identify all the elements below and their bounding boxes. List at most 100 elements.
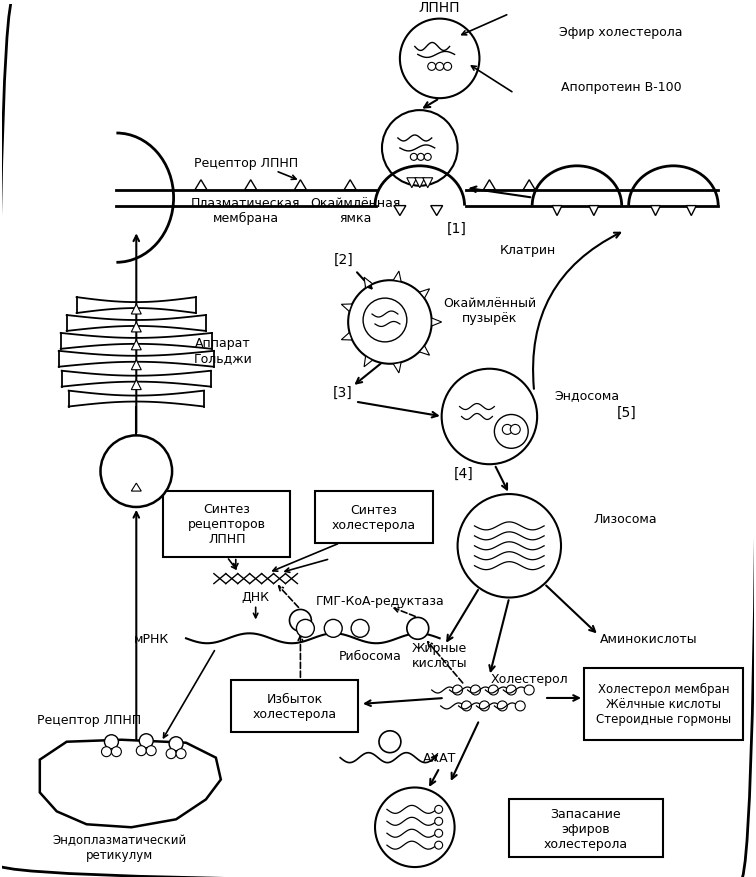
Circle shape	[524, 685, 534, 695]
Text: [3]: [3]	[333, 385, 352, 399]
Text: Избыток
холестерола: Избыток холестерола	[253, 692, 336, 720]
Text: Запасание
эфиров
холестерола: Запасание эфиров холестерола	[544, 807, 628, 850]
Circle shape	[510, 425, 520, 435]
Circle shape	[101, 747, 111, 757]
Circle shape	[363, 299, 407, 343]
Circle shape	[382, 111, 457, 187]
Text: Аппарат
Гольджи: Аппарат Гольджи	[194, 337, 253, 365]
Text: Окаймлённая
ямка: Окаймлённая ямка	[310, 196, 401, 225]
Text: Апопротеин В-100: Апопротеин В-100	[561, 81, 682, 94]
Text: Синтез
рецепторов
ЛПНП: Синтез рецепторов ЛПНП	[187, 503, 266, 545]
Polygon shape	[483, 181, 495, 190]
Circle shape	[435, 63, 444, 71]
Polygon shape	[686, 206, 696, 217]
Polygon shape	[195, 181, 207, 190]
Circle shape	[470, 685, 481, 695]
Circle shape	[351, 620, 369, 638]
Bar	[510, 800, 664, 857]
Circle shape	[462, 701, 472, 711]
Text: АХАТ: АХАТ	[423, 752, 457, 764]
Circle shape	[324, 620, 342, 638]
Text: Окаймлённый
пузырёк: Окаймлённый пузырёк	[443, 296, 536, 324]
Circle shape	[494, 415, 528, 449]
Polygon shape	[132, 483, 141, 491]
Text: Рибосома: Рибосома	[339, 649, 401, 662]
Text: Синтез
холестерола: Синтез холестерола	[332, 503, 416, 531]
Polygon shape	[431, 206, 443, 217]
Polygon shape	[364, 278, 373, 289]
Text: мРНК: мРНК	[134, 632, 169, 645]
Bar	[163, 491, 290, 557]
Circle shape	[435, 805, 443, 813]
Circle shape	[435, 817, 443, 825]
Polygon shape	[344, 181, 356, 190]
Circle shape	[139, 734, 153, 748]
Circle shape	[417, 154, 424, 161]
Circle shape	[169, 737, 183, 751]
Polygon shape	[341, 304, 352, 312]
Circle shape	[104, 735, 119, 749]
Circle shape	[435, 841, 443, 849]
Text: Плазматическая
мембрана: Плазматическая мембрана	[191, 196, 300, 225]
Circle shape	[488, 685, 498, 695]
Circle shape	[411, 154, 417, 161]
Polygon shape	[393, 272, 401, 282]
Polygon shape	[420, 346, 429, 356]
Polygon shape	[552, 206, 562, 217]
Text: Эндоплазматический
ретикулум: Эндоплазматический ретикулум	[52, 833, 187, 861]
Text: +: +	[383, 734, 396, 749]
Text: [1]: [1]	[447, 221, 466, 235]
Text: Рецептор ЛПНП: Рецептор ЛПНП	[38, 714, 141, 726]
Text: –: –	[414, 621, 422, 636]
Polygon shape	[294, 181, 306, 190]
Text: Рецептор ЛПНП: Рецептор ЛПНП	[194, 157, 298, 170]
Polygon shape	[364, 357, 373, 367]
Text: [4]: [4]	[454, 467, 473, 481]
Text: Эфир холестерола: Эфир холестерола	[559, 26, 683, 39]
Circle shape	[502, 425, 513, 435]
Polygon shape	[132, 323, 141, 332]
Circle shape	[166, 749, 176, 759]
Polygon shape	[650, 206, 661, 217]
Circle shape	[136, 745, 146, 756]
Circle shape	[507, 685, 516, 695]
Polygon shape	[393, 363, 401, 374]
Text: Клатрин: Клатрин	[500, 244, 556, 257]
Circle shape	[349, 281, 432, 364]
Bar	[584, 668, 743, 740]
Polygon shape	[132, 340, 141, 351]
Circle shape	[424, 154, 431, 161]
Bar	[315, 491, 432, 543]
Circle shape	[444, 63, 451, 71]
Text: ДНК: ДНК	[242, 590, 270, 603]
Text: Холестерол мембран
Жёлчные кислоты
Стероидные гормоны: Холестерол мембран Жёлчные кислоты Стеро…	[596, 682, 731, 725]
Polygon shape	[132, 304, 141, 315]
Circle shape	[407, 617, 429, 639]
Text: Лизосома: Лизосома	[594, 513, 658, 526]
Polygon shape	[523, 181, 535, 190]
Circle shape	[479, 701, 489, 711]
Polygon shape	[415, 179, 425, 189]
Circle shape	[400, 19, 479, 99]
Wedge shape	[634, 167, 713, 206]
Circle shape	[176, 749, 186, 759]
Text: Холестерол: Холестерол	[491, 672, 568, 685]
Circle shape	[111, 747, 122, 757]
Polygon shape	[132, 360, 141, 370]
Wedge shape	[116, 142, 173, 255]
Polygon shape	[245, 181, 256, 190]
Text: [2]: [2]	[333, 253, 353, 267]
Circle shape	[101, 436, 172, 508]
Polygon shape	[432, 318, 442, 326]
Text: Аминокислоты: Аминокислоты	[600, 632, 697, 645]
Text: Жирные
кислоты: Жирные кислоты	[412, 641, 467, 669]
Polygon shape	[423, 179, 432, 189]
Circle shape	[290, 610, 311, 631]
Text: Эндосома: Эндосома	[554, 389, 619, 402]
Text: [5]: [5]	[617, 405, 637, 419]
Wedge shape	[538, 167, 617, 206]
Polygon shape	[341, 333, 352, 340]
Circle shape	[442, 369, 538, 465]
Bar	[231, 681, 358, 732]
Circle shape	[457, 495, 561, 598]
